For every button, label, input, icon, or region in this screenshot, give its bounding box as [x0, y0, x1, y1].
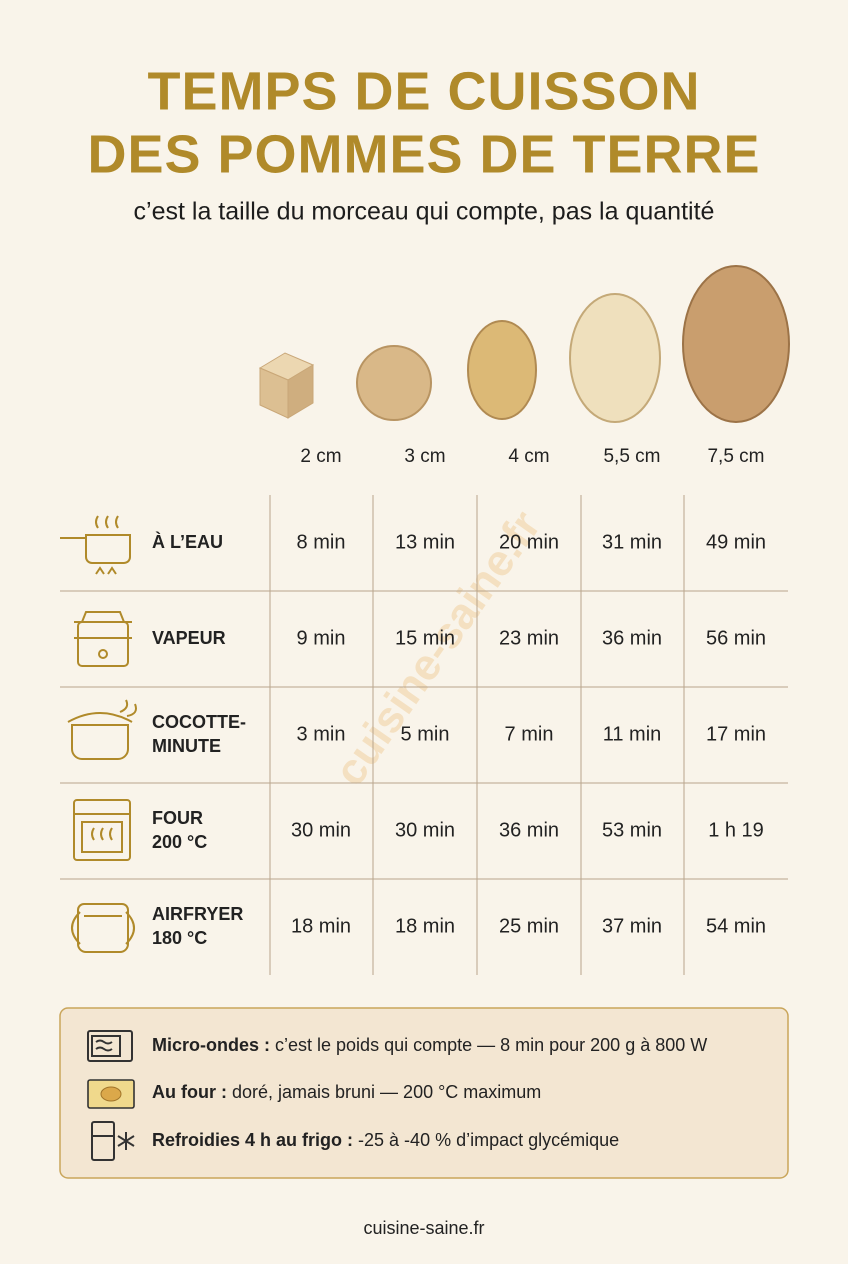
method-label: À L’EAU — [152, 531, 223, 552]
note-text: -25 à -40 % d’impact glycémique — [358, 1130, 619, 1150]
method-label: VAPEUR — [152, 628, 226, 648]
time-cell: 54 min — [706, 915, 766, 937]
time-cell: 30 min — [291, 819, 351, 841]
size-label: 2 cm — [300, 446, 341, 467]
method-label: 180 °C — [152, 928, 207, 948]
method-label: FOUR — [152, 808, 203, 828]
method-label: COCOTTE- — [152, 712, 246, 732]
footer: cuisine-saine.fr — [363, 1218, 484, 1238]
method-label: 200 °C — [152, 832, 207, 852]
time-cell: 30 min — [395, 819, 455, 841]
time-cell: 7 min — [505, 723, 554, 745]
note-bold: Refroidies 4 h au frigo : — [152, 1130, 353, 1150]
time-cell: 20 min — [499, 531, 559, 553]
size-label: 5,5 cm — [603, 446, 660, 467]
time-cell: 13 min — [395, 531, 455, 553]
time-cell: 9 min — [297, 627, 346, 649]
time-cell: 8 min — [297, 531, 346, 553]
time-cell: 3 min — [297, 723, 346, 745]
method-label: AIRFRYER — [152, 904, 243, 924]
time-cell: 25 min — [499, 915, 559, 937]
time-cell: 37 min — [602, 915, 662, 937]
note: Refroidies 4 h au frigo : -25 à -40 % d’i… — [152, 1130, 619, 1150]
time-cell: 53 min — [602, 819, 662, 841]
time-cell: 11 min — [603, 723, 662, 745]
notes-box — [59, 1007, 789, 1179]
time-cell: 15 min — [395, 627, 455, 649]
title-line: DES POMMES DE TERRE — [87, 124, 760, 184]
time-cell: 36 min — [499, 819, 559, 841]
time-cell: 56 min — [706, 627, 766, 649]
note: Micro-ondes : c’est le poids qui compte —… — [152, 1035, 707, 1055]
note-bold: Micro-ondes : — [152, 1035, 270, 1055]
time-cell: 17 min — [706, 723, 766, 745]
time-cell: 18 min — [291, 915, 351, 937]
time-cell: 31 min — [602, 531, 662, 553]
note: Au four : doré, jamais bruni — 200 °C max… — [152, 1082, 541, 1102]
time-cell: 18 min — [395, 915, 455, 937]
method-icons — [60, 515, 137, 1161]
time-cell: 5 min — [401, 723, 450, 745]
note-text: doré, jamais bruni — 200 °C maximum — [232, 1082, 541, 1102]
subtitle: c’est la taille du morceau qui compte, p… — [134, 198, 715, 226]
time-cell: 23 min — [499, 627, 559, 649]
title-line: TEMPS DE CUISSON — [147, 61, 700, 121]
size-label: 3 cm — [404, 446, 445, 467]
note-text: c’est le poids qui compte — 8 min pour 2… — [275, 1035, 707, 1055]
oven-tray-icon — [87, 1079, 135, 1109]
potato-illustrations — [258, 265, 790, 423]
size-label: 4 cm — [508, 446, 549, 467]
time-cell: 1 h 19 — [708, 819, 764, 841]
time-cell: 36 min — [602, 627, 662, 649]
note-bold: Au four : — [152, 1082, 227, 1102]
size-label: 7,5 cm — [707, 446, 764, 467]
time-cell: 49 min — [706, 531, 766, 553]
method-label: MINUTE — [152, 736, 221, 756]
